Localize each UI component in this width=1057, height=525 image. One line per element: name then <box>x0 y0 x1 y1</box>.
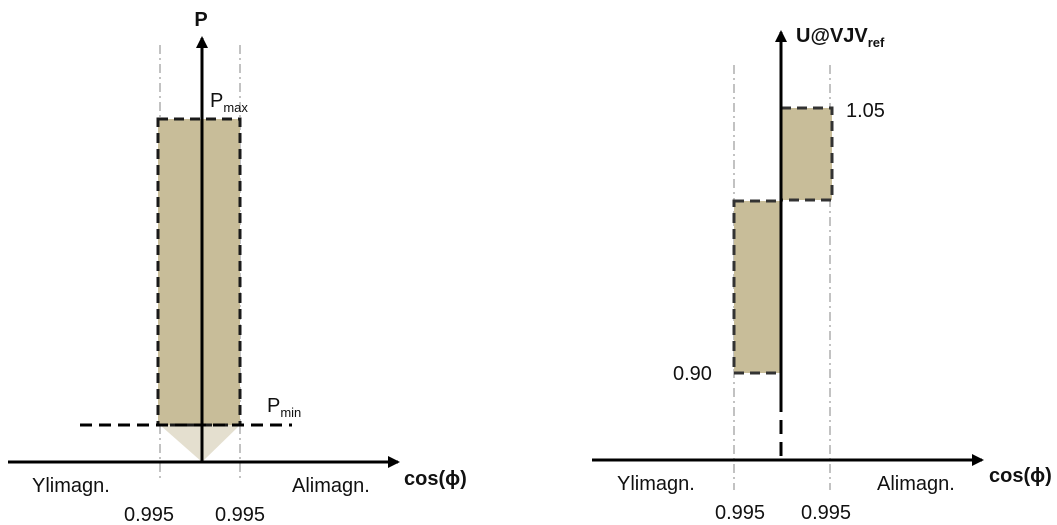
left-lower-triangle-region <box>160 425 240 462</box>
left-panel-left-side-label: Ylimagn. <box>32 475 110 497</box>
left-panel-right-tick: 0.995 <box>215 504 265 525</box>
right-panel-left-side-label: Ylimagn. <box>617 473 695 495</box>
right-panel: U@VJVref 1.05 0.90 cos(ϕ) Ylimagn. Alima… <box>592 25 1052 524</box>
right-x-axis-label: cos(ϕ) <box>989 465 1052 487</box>
pmax-label: Pmax <box>210 90 248 115</box>
left-panel-left-tick: 0.995 <box>124 504 174 525</box>
left-x-axis-label: cos(ϕ) <box>404 468 467 490</box>
right-panel-right-tick: 0.995 <box>801 502 851 524</box>
right-y-axis-label: U@VJVref <box>796 25 885 50</box>
right-panel-right-side-label: Alimagn. <box>877 473 955 495</box>
right-upper-region <box>779 106 834 202</box>
left-operating-region <box>156 117 242 427</box>
pmin-label: Pmin <box>267 395 301 420</box>
left-panel-right-side-label: Alimagn. <box>292 475 370 497</box>
right-lower-region <box>732 199 783 375</box>
upper-value-label: 1.05 <box>846 100 885 122</box>
right-panel-left-tick: 0.995 <box>715 502 765 524</box>
left-y-axis-label: P <box>194 9 207 31</box>
left-panel: P Pmax Pmin cos(ϕ) Ylimagn. Alimagn. 0.9… <box>8 9 467 525</box>
lower-value-label: 0.90 <box>673 363 712 385</box>
